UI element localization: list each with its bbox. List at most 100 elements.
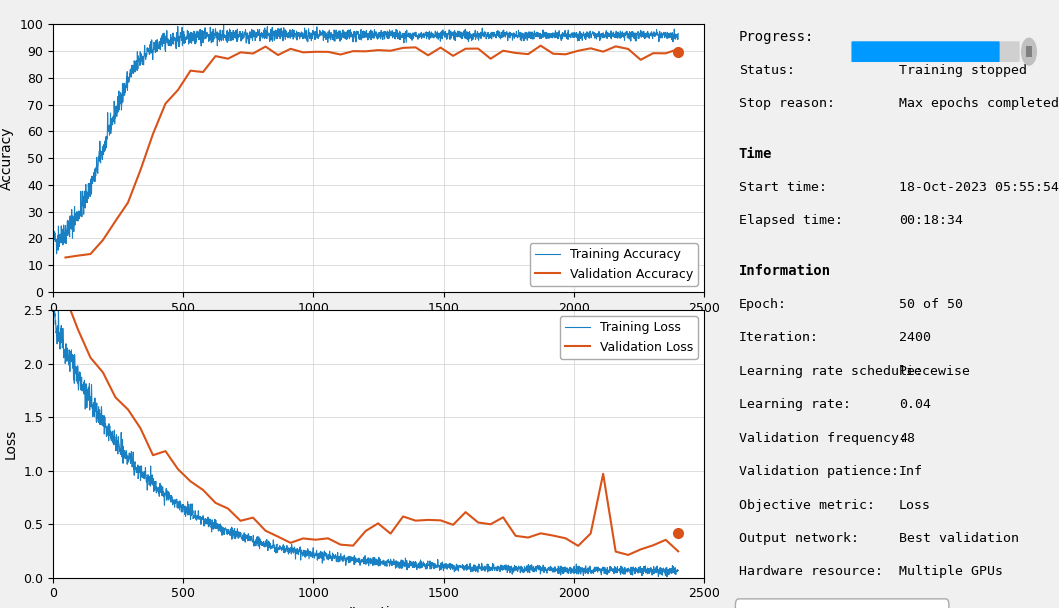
Validation Accuracy bbox=[622, 45, 634, 52]
Validation Accuracy bbox=[221, 55, 234, 63]
Training Loss bbox=[48, 294, 60, 302]
Validation Loss bbox=[660, 536, 672, 544]
Validation Accuracy bbox=[585, 44, 597, 52]
Validation Accuracy bbox=[671, 46, 684, 53]
Validation Accuracy bbox=[434, 44, 447, 51]
Text: 18-Oct-2023 05:55:54: 18-Oct-2023 05:55:54 bbox=[899, 181, 1059, 194]
Validation Accuracy bbox=[634, 56, 647, 63]
Validation Loss bbox=[559, 534, 572, 542]
Line: Training Loss: Training Loss bbox=[53, 298, 678, 577]
Text: 2400: 2400 bbox=[899, 331, 931, 344]
Training Loss bbox=[133, 467, 146, 474]
Text: Inf: Inf bbox=[899, 465, 922, 478]
Training Accuracy bbox=[47, 236, 59, 243]
Training Loss bbox=[65, 358, 77, 365]
Training Loss bbox=[115, 449, 128, 457]
FancyBboxPatch shape bbox=[735, 599, 949, 608]
Text: Piecewise: Piecewise bbox=[899, 365, 971, 378]
Validation Accuracy bbox=[184, 67, 197, 74]
Validation Accuracy bbox=[96, 237, 109, 244]
Y-axis label: Loss: Loss bbox=[3, 429, 18, 459]
Validation Accuracy bbox=[647, 49, 660, 57]
Validation Accuracy bbox=[297, 49, 309, 56]
Validation Loss bbox=[409, 517, 421, 524]
Training Accuracy bbox=[133, 58, 146, 65]
Validation Loss bbox=[309, 536, 322, 544]
Text: Information: Information bbox=[739, 264, 831, 278]
Validation Loss bbox=[72, 326, 85, 333]
Validation Loss bbox=[384, 530, 397, 537]
Training Loss bbox=[330, 555, 343, 562]
Text: Best validation: Best validation bbox=[899, 532, 1019, 545]
X-axis label: Iteration: Iteration bbox=[349, 320, 408, 334]
Validation Loss bbox=[471, 519, 484, 526]
Validation Accuracy bbox=[597, 48, 610, 55]
Circle shape bbox=[1022, 38, 1037, 65]
Training Loss bbox=[95, 407, 108, 414]
Text: Status:: Status: bbox=[739, 64, 794, 77]
Line: Validation Accuracy: Validation Accuracy bbox=[66, 46, 678, 258]
Validation Loss bbox=[184, 478, 197, 485]
Training Accuracy bbox=[217, 21, 230, 28]
Validation Accuracy bbox=[660, 50, 672, 57]
Validation Loss bbox=[647, 542, 660, 549]
Validation Loss bbox=[634, 546, 647, 553]
Text: Objective metric:: Objective metric: bbox=[739, 499, 875, 511]
Text: 00:18:34: 00:18:34 bbox=[899, 215, 963, 227]
Text: Learning rate schedule:: Learning rate schedule: bbox=[739, 365, 922, 378]
Text: Output network:: Output network: bbox=[739, 532, 859, 545]
Validation Accuracy bbox=[497, 47, 509, 54]
Validation Accuracy bbox=[609, 43, 622, 50]
Validation Loss bbox=[259, 527, 272, 534]
Text: Hardware resource:: Hardware resource: bbox=[739, 565, 883, 578]
Validation Accuracy bbox=[146, 130, 159, 137]
Text: Validation frequency:: Validation frequency: bbox=[739, 432, 907, 444]
Validation Loss bbox=[597, 470, 610, 477]
FancyBboxPatch shape bbox=[851, 41, 1020, 62]
Validation Loss bbox=[234, 517, 247, 525]
Validation Loss bbox=[59, 293, 72, 300]
Validation Accuracy bbox=[210, 52, 222, 60]
Text: Multiple GPUs: Multiple GPUs bbox=[899, 565, 1003, 578]
Text: Learning rate:: Learning rate: bbox=[739, 398, 850, 411]
Validation Loss bbox=[546, 532, 559, 539]
Validation Accuracy bbox=[484, 55, 497, 63]
Validation Accuracy bbox=[346, 47, 359, 55]
Training Loss bbox=[576, 565, 589, 572]
Legend: Training Accuracy, Validation Accuracy: Training Accuracy, Validation Accuracy bbox=[530, 243, 698, 286]
Validation Accuracy bbox=[572, 47, 585, 55]
Validation Accuracy bbox=[247, 50, 259, 57]
Validation Loss bbox=[572, 542, 585, 550]
Validation Accuracy bbox=[460, 45, 472, 52]
Validation Loss bbox=[585, 530, 597, 537]
Text: Stop reason:: Stop reason: bbox=[739, 97, 834, 110]
Validation Loss bbox=[297, 535, 309, 542]
Validation Accuracy bbox=[559, 50, 572, 58]
Training Loss bbox=[661, 573, 674, 581]
Validation Accuracy bbox=[309, 48, 322, 55]
Text: Progress:: Progress: bbox=[739, 30, 814, 44]
Validation Loss bbox=[434, 517, 447, 524]
Validation Loss bbox=[372, 520, 384, 527]
Validation Loss bbox=[122, 406, 134, 413]
Validation Loss bbox=[284, 539, 297, 547]
Training Accuracy bbox=[671, 30, 684, 37]
Text: Epoch:: Epoch: bbox=[739, 298, 787, 311]
Validation Loss bbox=[671, 548, 684, 555]
Training Accuracy bbox=[50, 250, 62, 257]
Validation Loss bbox=[421, 516, 434, 523]
Validation Loss bbox=[335, 541, 347, 548]
Line: Validation Loss: Validation Loss bbox=[66, 297, 678, 555]
Y-axis label: Accuracy: Accuracy bbox=[0, 126, 14, 190]
Validation Loss bbox=[272, 533, 285, 541]
Training Loss bbox=[47, 336, 59, 344]
Validation Loss bbox=[134, 424, 147, 432]
Validation Accuracy bbox=[384, 47, 397, 54]
Text: Max epochs completed: Max epochs completed bbox=[899, 97, 1059, 110]
Validation Loss bbox=[609, 548, 622, 555]
Validation Accuracy bbox=[509, 49, 522, 57]
X-axis label: Iteration: Iteration bbox=[349, 606, 408, 608]
Training Accuracy bbox=[115, 91, 128, 98]
Text: Elapsed time:: Elapsed time: bbox=[739, 215, 843, 227]
Validation Accuracy bbox=[471, 45, 484, 52]
